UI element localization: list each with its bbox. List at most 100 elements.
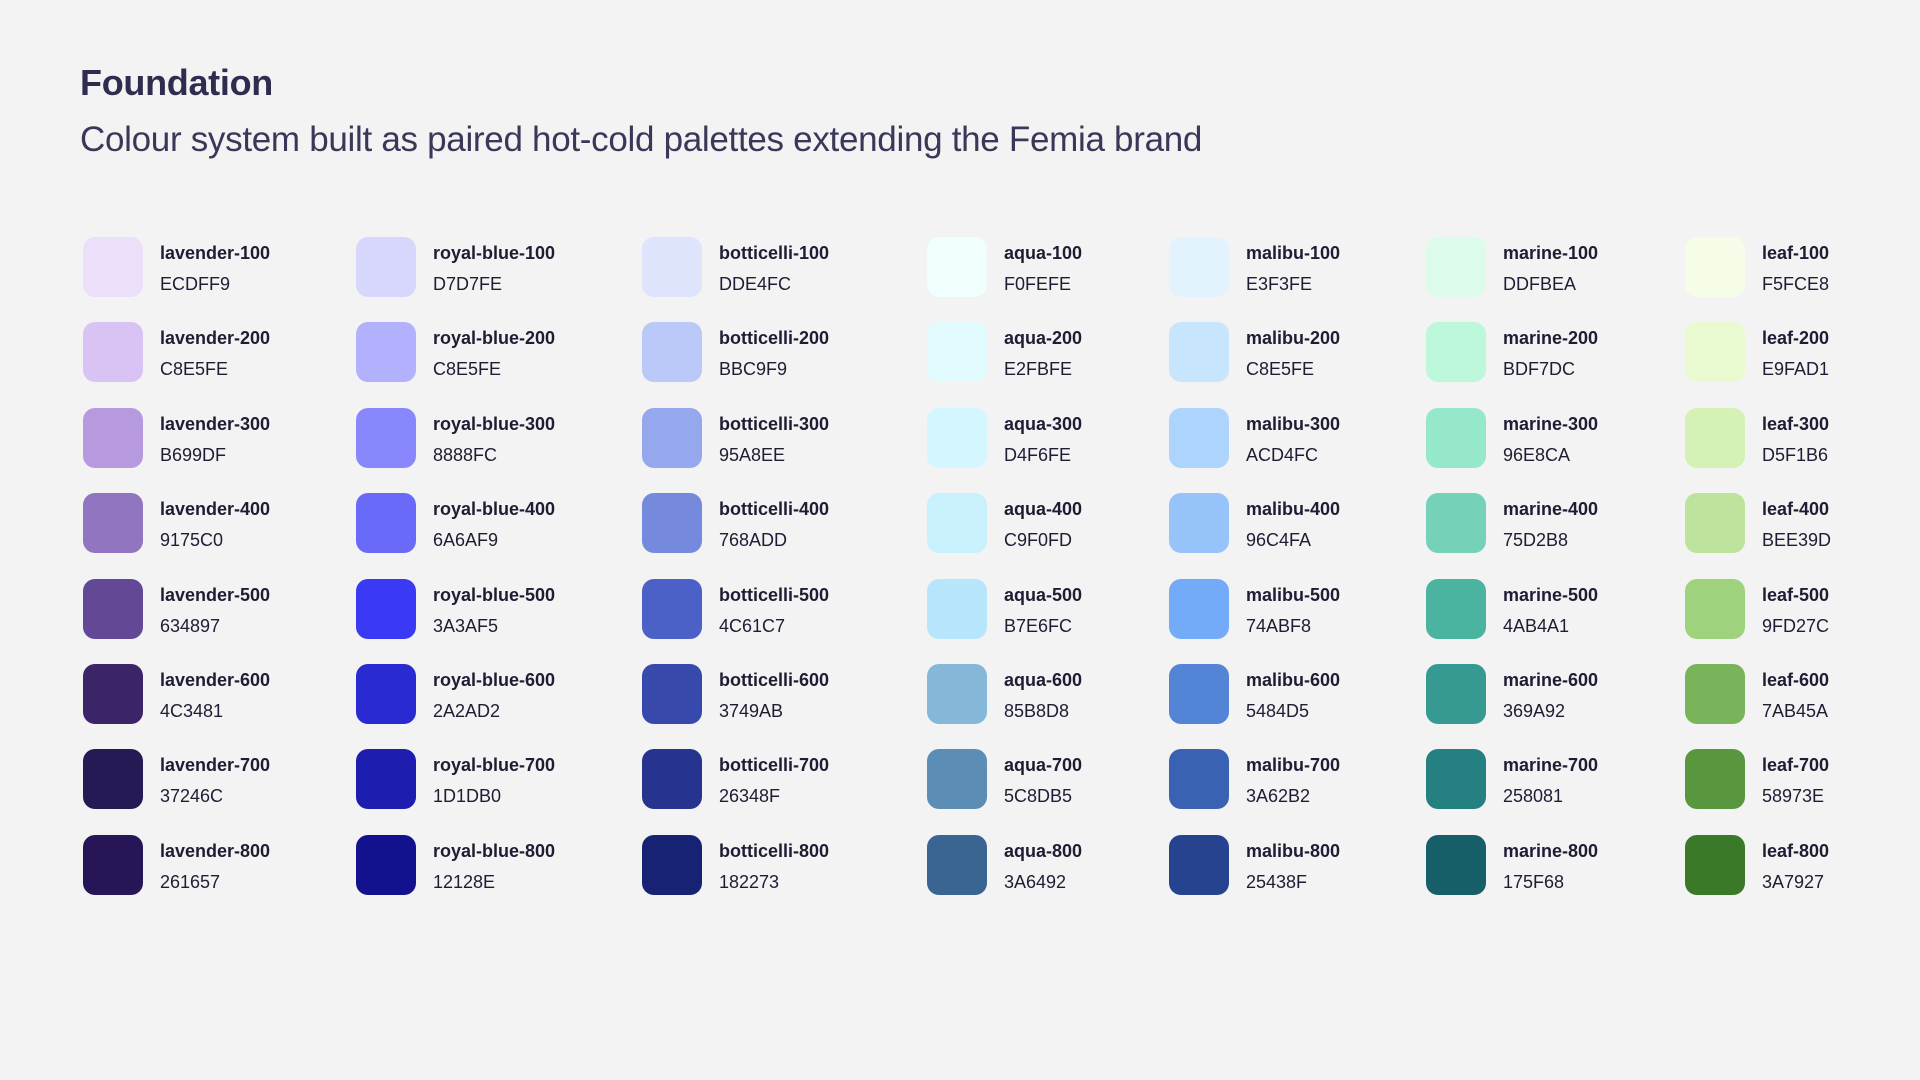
swatch-hex: C8E5FE <box>160 359 229 380</box>
swatch-hex: ACD4FC <box>1246 444 1319 465</box>
palette-column-botticelli: botticelli-100 DDE4FC botticelli-200 BBC9F9… <box>639 237 919 920</box>
swatch-name: marine-300 <box>1503 413 1599 434</box>
color-chip <box>1685 407 1745 468</box>
swatch-hex: 75D2B8 <box>1503 530 1569 551</box>
color-chip <box>356 322 416 383</box>
swatch-marine-100: marine-100 DDFBEA <box>1423 237 1703 297</box>
palette-column-marine: marine-100 DDFBEA marine-200 BDF7DC marine-3… <box>1423 237 1703 920</box>
color-chip <box>83 237 143 297</box>
swatch-leaf-800: leaf-800 3A7927 <box>1682 834 1920 895</box>
swatch-hex: 3A7927 <box>1762 871 1825 892</box>
swatch-name: lavender-200 <box>160 328 271 349</box>
color-chip <box>1426 237 1486 297</box>
swatch-name: botticelli-100 <box>719 243 830 263</box>
swatch-hex: 5484D5 <box>1246 700 1310 721</box>
color-chip <box>83 322 143 383</box>
swatch-name: leaf-800 <box>1762 840 1830 861</box>
swatch-royal-blue-100: royal-blue-100 D7D7FE <box>353 237 633 297</box>
swatch-name: leaf-300 <box>1762 413 1830 434</box>
color-chip <box>1685 834 1745 895</box>
swatch-royal-blue-600: royal-blue-600 2A2AD2 <box>353 663 633 724</box>
color-chip <box>927 834 987 895</box>
swatch-hex: 96E8CA <box>1503 444 1571 465</box>
swatch-malibu-600: malibu-600 5484D5 <box>1166 663 1446 724</box>
swatch-aqua-100: aqua-100 F0FEFE <box>924 237 1204 297</box>
color-chip <box>927 407 987 468</box>
color-chip <box>642 237 702 297</box>
color-chip <box>356 407 416 468</box>
swatch-name: leaf-100 <box>1762 243 1830 263</box>
swatch-name: royal-blue-200 <box>433 328 556 349</box>
color-chip <box>642 834 702 895</box>
color-chip <box>642 322 702 383</box>
palette-column-malibu: malibu-100 E3F3FE malibu-200 C8E5FE malibu-3… <box>1166 237 1446 920</box>
swatch-leaf-200: leaf-200 E9FAD1 <box>1682 322 1920 383</box>
swatch-name: leaf-400 <box>1762 499 1830 520</box>
color-chip <box>1426 663 1486 724</box>
color-chip <box>642 663 702 724</box>
swatch-leaf-600: leaf-600 7AB45A <box>1682 663 1920 724</box>
swatch-hex: 96C4FA <box>1246 530 1312 551</box>
color-chip <box>642 578 702 639</box>
swatch-aqua-500: aqua-500 B7E6FC <box>924 578 1204 639</box>
swatch-name: botticelli-500 <box>719 584 830 605</box>
swatch-hex: 634897 <box>160 615 221 636</box>
color-chip <box>927 493 987 554</box>
swatch-name: malibu-400 <box>1246 499 1341 520</box>
swatch-name: royal-blue-800 <box>433 840 556 861</box>
swatch-hex: 7AB45A <box>1762 700 1829 721</box>
swatch-royal-blue-400: royal-blue-400 6A6AF9 <box>353 493 633 554</box>
swatch-lavender-500: lavender-500 634897 <box>80 578 360 639</box>
swatch-hex: C8E5FE <box>1246 359 1315 380</box>
swatch-hex: 85B8D8 <box>1004 700 1070 721</box>
swatch-name: lavender-300 <box>160 413 271 434</box>
color-chip <box>642 493 702 554</box>
swatch-name: malibu-600 <box>1246 669 1341 690</box>
swatch-name: botticelli-400 <box>719 499 830 520</box>
swatch-marine-200: marine-200 BDF7DC <box>1423 322 1703 383</box>
swatch-malibu-400: malibu-400 96C4FA <box>1166 493 1446 554</box>
swatch-hex: 58973E <box>1762 786 1825 807</box>
swatch-hex: C8E5FE <box>433 359 502 380</box>
color-chip <box>83 493 143 554</box>
swatch-hex: E3F3FE <box>1246 274 1313 294</box>
swatch-hex: 175F68 <box>1503 871 1565 892</box>
swatch-lavender-600: lavender-600 4C3481 <box>80 663 360 724</box>
swatch-hex: 26348F <box>719 786 781 807</box>
swatch-hex: E9FAD1 <box>1762 359 1830 380</box>
color-chip <box>1685 493 1745 554</box>
swatch-name: aqua-600 <box>1004 669 1083 690</box>
swatch-marine-800: marine-800 175F68 <box>1423 834 1703 895</box>
swatch-name: botticelli-700 <box>719 755 830 776</box>
swatch-lavender-400: lavender-400 9175C0 <box>80 493 360 554</box>
swatch-botticelli-400: botticelli-400 768ADD <box>639 493 919 554</box>
color-chip <box>1426 493 1486 554</box>
swatch-name: aqua-300 <box>1004 413 1083 434</box>
swatch-name: aqua-200 <box>1004 328 1083 349</box>
color-chip <box>1685 322 1745 383</box>
swatch-name: leaf-600 <box>1762 669 1830 690</box>
swatch-royal-blue-200: royal-blue-200 C8E5FE <box>353 322 633 383</box>
swatch-name: lavender-100 <box>160 243 271 263</box>
swatch-name: leaf-700 <box>1762 755 1830 776</box>
swatch-lavender-200: lavender-200 C8E5FE <box>80 322 360 383</box>
swatch-marine-300: marine-300 96E8CA <box>1423 407 1703 468</box>
swatch-botticelli-300: botticelli-300 95A8EE <box>639 407 919 468</box>
swatch-hex: F5FCE8 <box>1762 274 1830 294</box>
color-chip <box>1685 749 1745 810</box>
swatch-aqua-800: aqua-800 3A6492 <box>924 834 1204 895</box>
swatch-hex: 369A92 <box>1503 700 1566 721</box>
swatch-hex: 768ADD <box>719 530 788 551</box>
color-chip <box>356 578 416 639</box>
swatch-lavender-100: lavender-100 ECDFF9 <box>80 237 360 297</box>
swatch-name: malibu-800 <box>1246 840 1341 861</box>
color-chip <box>1169 493 1229 554</box>
color-chip <box>1685 663 1745 724</box>
swatch-name: lavender-500 <box>160 584 271 605</box>
color-chip <box>1426 578 1486 639</box>
color-chip <box>1426 834 1486 895</box>
swatch-name: marine-800 <box>1503 840 1599 861</box>
swatch-hex: BDF7DC <box>1503 359 1576 380</box>
color-chip <box>356 749 416 810</box>
swatch-royal-blue-500: royal-blue-500 3A3AF5 <box>353 578 633 639</box>
